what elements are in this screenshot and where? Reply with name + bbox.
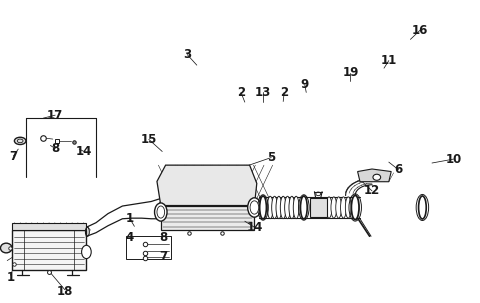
Ellipse shape — [276, 196, 282, 219]
Text: 10: 10 — [445, 153, 462, 165]
Text: 7: 7 — [159, 250, 167, 262]
Ellipse shape — [14, 137, 26, 145]
Ellipse shape — [155, 203, 167, 221]
Ellipse shape — [293, 196, 299, 219]
Ellipse shape — [260, 196, 266, 219]
Text: 12: 12 — [364, 185, 380, 197]
Text: 8: 8 — [51, 142, 60, 155]
Ellipse shape — [0, 243, 12, 253]
Ellipse shape — [326, 197, 332, 218]
Text: 6: 6 — [394, 163, 403, 176]
Text: 8: 8 — [159, 231, 168, 244]
Text: 15: 15 — [141, 133, 157, 146]
Bar — [310, 198, 327, 217]
Ellipse shape — [250, 201, 259, 214]
Ellipse shape — [157, 206, 165, 218]
Ellipse shape — [351, 195, 359, 220]
Text: 14: 14 — [246, 221, 263, 234]
Text: 1: 1 — [7, 271, 14, 284]
Ellipse shape — [285, 196, 290, 219]
Ellipse shape — [82, 245, 91, 258]
Text: 9: 9 — [300, 78, 309, 91]
Text: 7: 7 — [10, 150, 17, 162]
Text: 14: 14 — [76, 145, 92, 158]
Ellipse shape — [300, 196, 307, 219]
Text: 13: 13 — [255, 86, 271, 99]
Polygon shape — [358, 169, 391, 182]
Polygon shape — [157, 165, 257, 205]
Ellipse shape — [280, 196, 286, 219]
Bar — [161, 205, 254, 230]
Text: 5: 5 — [267, 151, 276, 164]
Text: 11: 11 — [381, 54, 397, 67]
Text: 1: 1 — [126, 212, 133, 225]
Bar — [126, 236, 171, 259]
Ellipse shape — [336, 197, 341, 218]
Bar — [12, 223, 86, 230]
Bar — [12, 230, 86, 270]
Text: 17: 17 — [47, 109, 63, 122]
Ellipse shape — [346, 197, 351, 218]
Ellipse shape — [272, 196, 277, 219]
Text: 18: 18 — [57, 285, 73, 298]
Ellipse shape — [373, 174, 381, 180]
Ellipse shape — [267, 196, 273, 219]
Ellipse shape — [341, 197, 347, 218]
Ellipse shape — [331, 197, 337, 218]
Text: 19: 19 — [342, 66, 359, 79]
Text: 2: 2 — [237, 86, 245, 99]
Ellipse shape — [248, 198, 261, 217]
Text: 4: 4 — [125, 231, 134, 244]
Ellipse shape — [419, 196, 426, 219]
Ellipse shape — [289, 196, 295, 219]
Text: 2: 2 — [280, 86, 288, 99]
Text: 16: 16 — [412, 24, 428, 37]
Text: 3: 3 — [183, 48, 191, 61]
